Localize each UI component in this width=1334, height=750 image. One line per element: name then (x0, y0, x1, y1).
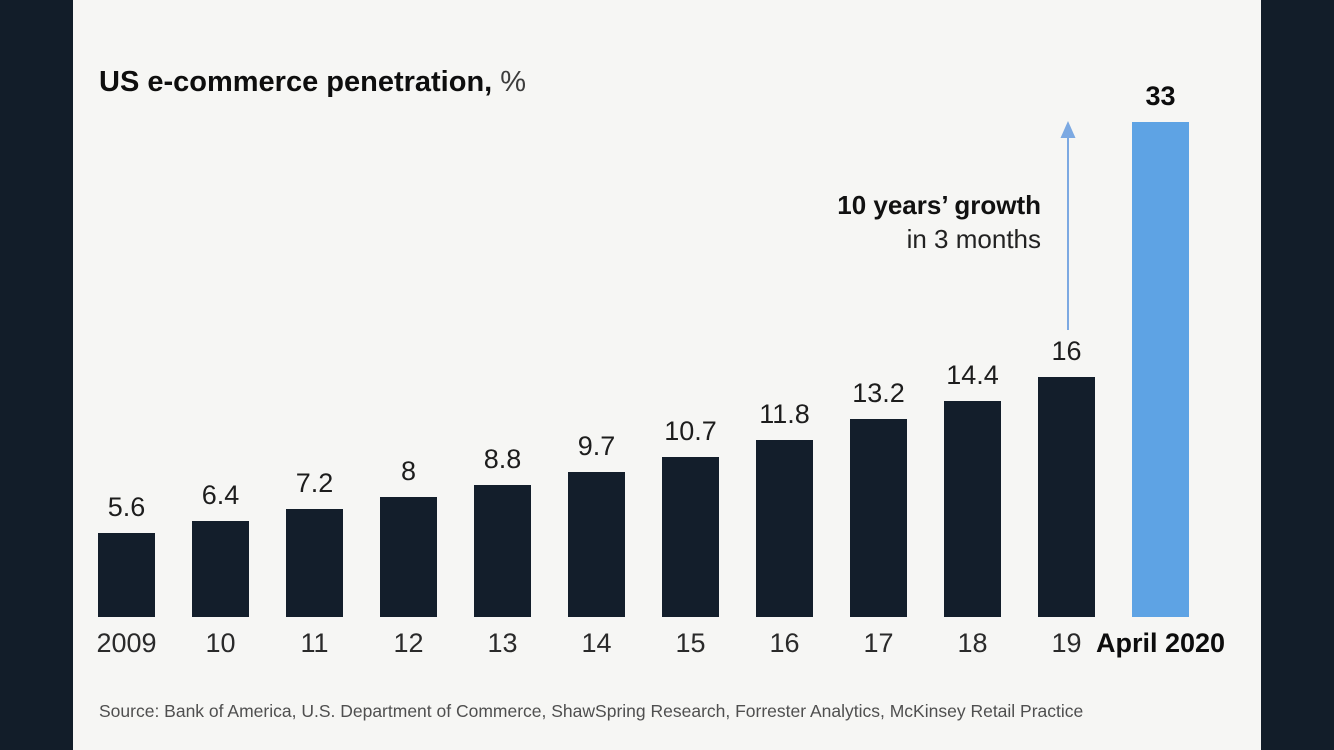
bar (568, 471, 625, 617)
x-axis-label: 16 (769, 628, 800, 658)
bar-value-label: 7.2 (295, 468, 334, 498)
x-axis-label: April 2020 (1095, 628, 1226, 658)
bar-value-label: 11.8 (759, 399, 810, 429)
x-axis-label: 13 (487, 628, 518, 658)
bar-value-label: 9.7 (577, 430, 616, 461)
bar (850, 419, 907, 617)
bar (1038, 377, 1095, 617)
bar (662, 456, 719, 617)
bar-value-label: 13.2 (852, 378, 905, 408)
bar (944, 401, 1001, 617)
chart-title: US e-commerce penetration, % (99, 66, 526, 98)
bar-value-label: 6.4 (201, 480, 240, 510)
chart-title-main: US e-commerce penetration, (99, 66, 493, 98)
bar-value-label: 8.8 (483, 444, 522, 474)
x-axis-label: 19 (1051, 628, 1082, 658)
x-axis-label: 11 (300, 628, 329, 658)
bar (98, 533, 155, 617)
right-letterbox-panel (1261, 0, 1334, 750)
x-axis-label: 14 (581, 628, 612, 658)
x-axis-label: 18 (957, 628, 988, 658)
bar-value-label: 8 (400, 456, 417, 486)
growth-annotation-bold-line: 10 years’ growth (837, 190, 1041, 220)
bar (756, 440, 813, 617)
left-letterbox-panel (0, 0, 73, 750)
arrow-up-icon (1060, 121, 1076, 330)
bar-value-label: 16 (1051, 336, 1082, 366)
bar (192, 521, 249, 617)
source-note: Source: Bank of America, U.S. Department… (99, 701, 1084, 721)
x-axis-label: 17 (863, 628, 894, 658)
bar-value-label: 10.7 (664, 415, 717, 446)
bar (286, 509, 343, 617)
growth-annotation-regular-line: in 3 months (906, 224, 1041, 254)
x-axis-label: 15 (675, 628, 706, 658)
bar-value-label: 33 (1145, 81, 1176, 111)
x-axis-label: 12 (393, 628, 424, 658)
x-axis-label: 2009 (96, 628, 157, 658)
bar-value-label: 14.4 (946, 360, 999, 390)
chart-title-unit: % (500, 66, 527, 98)
bar-value-label: 5.6 (107, 492, 146, 522)
bar (474, 485, 531, 617)
bar (380, 497, 437, 617)
bar-highlight-april-2020 (1132, 122, 1189, 617)
x-axis-label: 10 (205, 628, 236, 658)
growth-annotation: 10 years’ growth in 3 months (837, 188, 1041, 256)
